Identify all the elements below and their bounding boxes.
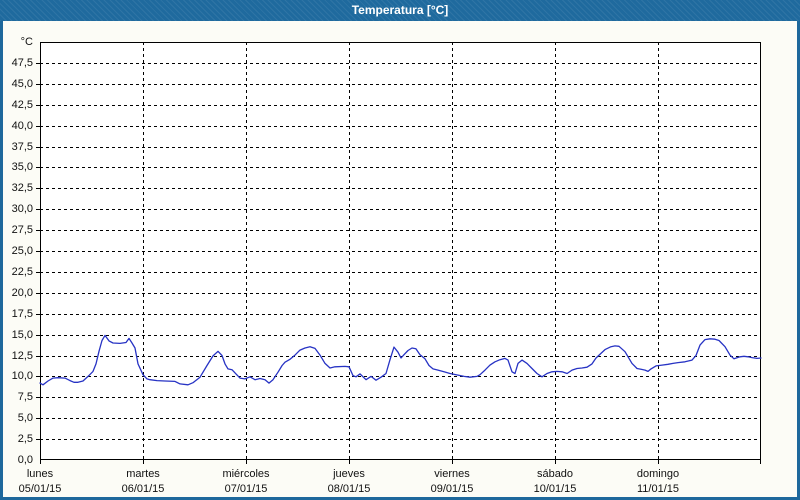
y-tick-label: 15,0 bbox=[11, 328, 33, 341]
x-day-label: lunes bbox=[26, 468, 54, 480]
x-day-label: miércoles bbox=[222, 468, 270, 480]
x-day-label: martes bbox=[126, 468, 160, 480]
y-tick-label: 25,0 bbox=[11, 245, 33, 257]
y-tick-label: 27,5 bbox=[11, 224, 33, 237]
x-date-label: 08/01/15 bbox=[327, 483, 371, 495]
y-tick-label: 10,0 bbox=[11, 370, 33, 383]
y-tick-label: 2,5 bbox=[17, 433, 33, 446]
y-tick-label: 12,5 bbox=[11, 349, 33, 362]
y-tick-label: 20,0 bbox=[11, 286, 33, 299]
plot-area bbox=[36, 42, 762, 464]
x-date-label: 10/01/15 bbox=[533, 483, 577, 495]
y-tick-label: 0,0 bbox=[17, 454, 33, 466]
x-day-label: jueves bbox=[333, 468, 365, 480]
x-date-label: 07/01/15 bbox=[224, 483, 268, 495]
x-date-label: 09/01/15 bbox=[430, 483, 474, 495]
temperature-series-line bbox=[39, 334, 762, 386]
y-tick-label: 17,5 bbox=[11, 307, 33, 320]
chart-title: Temperatura [°C] bbox=[351, 3, 449, 17]
chart-title-bar: Temperatura [°C] bbox=[0, 0, 800, 21]
y-tick-label: 32,5 bbox=[11, 182, 33, 195]
y-tick-label: 7,5 bbox=[17, 391, 33, 404]
y-tick-label: 30,0 bbox=[11, 203, 33, 216]
y-tick-label: 35,0 bbox=[11, 161, 33, 174]
x-day-label: viernes bbox=[434, 468, 470, 480]
x-date-label: 06/01/15 bbox=[121, 483, 165, 495]
y-tick-label: 37,5 bbox=[11, 140, 33, 153]
y-tick-label: 45,0 bbox=[11, 77, 33, 90]
y-tick-label: 22,5 bbox=[11, 265, 33, 278]
chart-panel: °C 0,0 2,5 5,0 7,5 10,0 12,5 15,0 17,5 20,0 22,5 2… bbox=[3, 21, 797, 497]
y-tick-label: 42,5 bbox=[11, 98, 33, 111]
y-tick-label: 47,5 bbox=[11, 56, 33, 69]
x-date-label: 05/01/15 bbox=[18, 483, 62, 495]
y-tick-label: 40,0 bbox=[11, 119, 33, 132]
x-day-label: sábado bbox=[536, 468, 574, 480]
y-tick-label: 5,0 bbox=[17, 412, 33, 425]
x-date-label: 11/01/15 bbox=[636, 483, 679, 495]
x-day-label: domingo bbox=[636, 468, 680, 480]
y-axis-unit-label: °C bbox=[20, 36, 33, 48]
